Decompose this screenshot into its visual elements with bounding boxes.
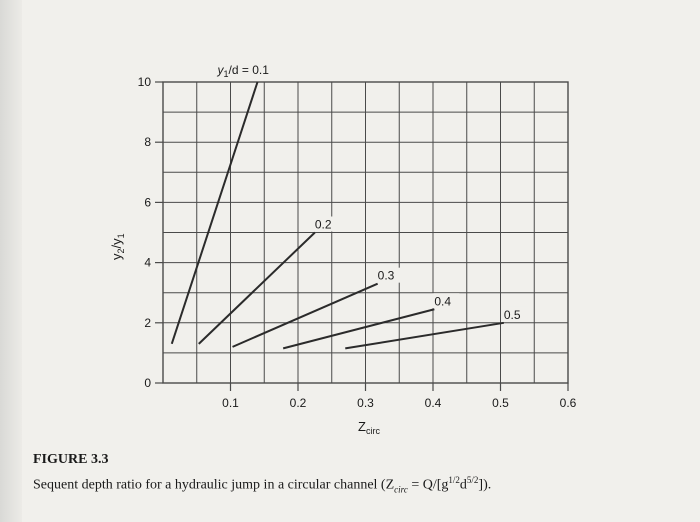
x-tick-label: 0.1 (222, 396, 239, 410)
y-tick-label: 10 (138, 75, 152, 89)
ticks-layer: 0 2 4 6 8 10 0.1 0.2 0.3 0.4 0.5 0.6 (138, 75, 577, 410)
series-label-bg-2 (312, 216, 340, 232)
y-axis-title: y2/y1 (109, 233, 126, 260)
series-label-4: 0.4 (434, 294, 451, 308)
x-tick-label: 0.5 (492, 396, 509, 410)
series-label-3: 0.3 (378, 269, 395, 283)
series-label-bg-5 (501, 306, 529, 322)
series-label-2: 0.2 (315, 218, 332, 232)
series-label-1: y1/d = 0.1 (217, 63, 270, 79)
x-tick-label: 0.4 (425, 396, 442, 410)
y-tick-label: 6 (144, 195, 151, 209)
labels-layer: y1/d = 0.1 0.2 0.3 0.4 0.5 (217, 63, 529, 322)
x-axis-title: Zcirc (358, 419, 380, 436)
x-tick-label: 0.3 (357, 396, 374, 410)
x-tick-label: 0.6 (560, 396, 577, 410)
series-layer (170, 81, 505, 350)
y-tick-label: 4 (144, 256, 151, 270)
series-line-2 (198, 231, 316, 345)
figure-caption: FIGURE 3.3 Sequent depth ratio for a hyd… (33, 450, 683, 499)
series-line-3 (232, 282, 379, 348)
y-tick-label: 0 (144, 376, 151, 390)
series-line-5 (345, 321, 505, 350)
y-tick-label: 2 (144, 316, 151, 330)
figure-number: FIGURE 3.3 (33, 452, 109, 467)
series-label-bg-3 (375, 267, 403, 283)
series-line-4 (282, 308, 435, 350)
page-edge (0, 0, 22, 522)
grid-layer (162, 81, 569, 384)
series-label-bg-4 (432, 293, 460, 309)
y-tick-label: 8 (144, 135, 151, 149)
figure-caption-text: Sequent depth ratio for a hydraulic jump… (33, 475, 492, 495)
series-line-1 (170, 81, 259, 345)
series-label-5: 0.5 (504, 308, 521, 322)
x-tick-label: 0.2 (290, 396, 307, 410)
